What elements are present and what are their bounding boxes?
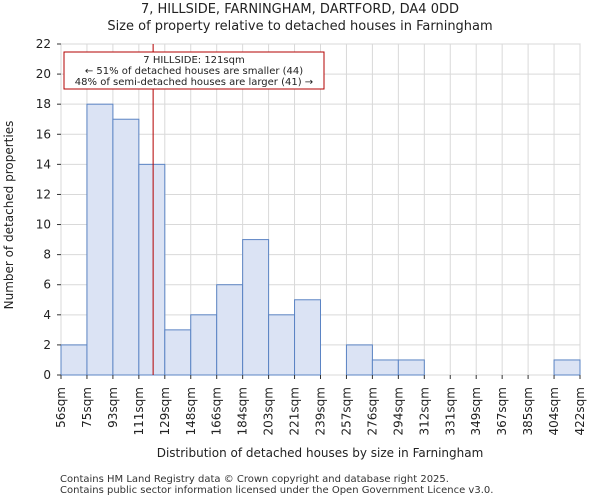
- histogram-bar: [242, 239, 270, 376]
- histogram-bar: [553, 359, 581, 376]
- annotation-line-3: 48% of semi-detached houses are larger (…: [75, 77, 313, 88]
- y-axis-label: Number of detached properties: [2, 121, 16, 310]
- annotation-box: 7 HILLSIDE: 121sqm ← 51% of detached hou…: [63, 51, 325, 90]
- histogram-bar: [371, 359, 399, 376]
- y-tick-label: 18: [36, 97, 51, 111]
- x-tick-label: 75sqm: [80, 387, 94, 428]
- x-tick-label: 349sqm: [469, 387, 483, 435]
- histogram-bar: [397, 359, 425, 376]
- x-tick-label: 404sqm: [547, 387, 561, 435]
- y-tick-label: 16: [36, 127, 51, 141]
- histogram-bar: [345, 344, 373, 376]
- x-tick-label: 166sqm: [210, 387, 224, 435]
- chart-subtitle: Size of property relative to detached ho…: [107, 19, 493, 34]
- y-tick-label: 14: [36, 157, 51, 171]
- y-tick-label: 6: [43, 278, 51, 292]
- histogram-bar: [138, 163, 166, 376]
- x-axis-label: Distribution of detached houses by size …: [157, 446, 484, 460]
- x-tick-label: 184sqm: [236, 387, 250, 435]
- x-tick-label: 422sqm: [573, 387, 587, 435]
- chart-title: 7, HILLSIDE, FARNINGHAM, DARTFORD, DA4 0…: [140, 2, 459, 17]
- x-tick-label: 385sqm: [521, 387, 535, 435]
- x-tick-label: 93sqm: [106, 387, 120, 428]
- x-tick-label: 312sqm: [417, 387, 431, 435]
- histogram-bar: [60, 344, 88, 376]
- annotation-line-1: 7 HILLSIDE: 121sqm: [143, 55, 244, 66]
- x-tick-label: 203sqm: [262, 387, 276, 435]
- histogram-bar: [294, 299, 321, 376]
- x-tick-label: 148sqm: [184, 387, 198, 435]
- y-tick-label: 20: [36, 67, 51, 81]
- x-tick-label: 111sqm: [132, 387, 146, 435]
- histogram-bar: [112, 118, 140, 376]
- y-tick-label: 2: [43, 338, 51, 352]
- x-tick-label: 276sqm: [365, 387, 379, 435]
- y-tick-label: 0: [43, 368, 51, 382]
- annotation-line-2: ← 51% of detached houses are smaller (44…: [85, 66, 303, 77]
- x-tick-label: 367sqm: [495, 387, 509, 435]
- y-tick-label: 4: [43, 308, 51, 322]
- x-tick-label: 257sqm: [339, 387, 353, 435]
- x-tick-label: 56sqm: [54, 387, 68, 428]
- footer-licence: Contains public sector information licen…: [60, 485, 494, 496]
- x-tick-label: 221sqm: [288, 387, 302, 435]
- histogram-bar: [164, 329, 192, 376]
- histogram-bar: [86, 103, 114, 376]
- x-tick-label: 294sqm: [391, 387, 405, 435]
- histogram-bar: [190, 314, 218, 376]
- y-tick-label: 8: [43, 248, 51, 262]
- y-tick-label: 12: [36, 187, 51, 201]
- x-tick-label: 129sqm: [158, 387, 172, 435]
- x-tick-label: 331sqm: [443, 387, 457, 435]
- histogram-bar: [216, 284, 244, 376]
- histogram-bar: [268, 314, 296, 376]
- y-tick-label: 22: [36, 37, 51, 51]
- footer-copyright: Contains HM Land Registry data © Crown c…: [60, 474, 449, 485]
- x-tick-label: 239sqm: [314, 387, 328, 435]
- y-tick-label: 10: [36, 218, 51, 232]
